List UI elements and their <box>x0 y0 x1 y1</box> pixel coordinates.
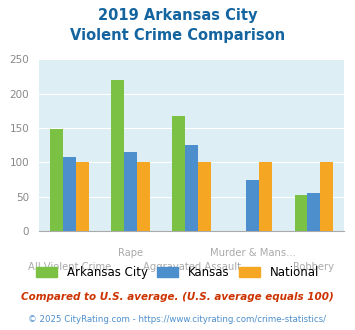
Bar <box>137 162 150 231</box>
Text: Violent Crime Comparison: Violent Crime Comparison <box>70 28 285 43</box>
Bar <box>198 162 211 231</box>
Text: Compared to U.S. average. (U.S. average equals 100): Compared to U.S. average. (U.S. average … <box>21 292 334 302</box>
Bar <box>295 195 307 231</box>
Bar <box>259 162 272 231</box>
Bar <box>320 162 333 231</box>
Text: All Violent Crime: All Violent Crime <box>28 262 111 272</box>
Text: Murder & Mans...: Murder & Mans... <box>210 248 296 258</box>
Text: Aggravated Assault: Aggravated Assault <box>143 262 241 272</box>
Bar <box>124 152 137 231</box>
Text: © 2025 CityRating.com - https://www.cityrating.com/crime-statistics/: © 2025 CityRating.com - https://www.city… <box>28 315 327 324</box>
Bar <box>173 116 185 231</box>
Bar <box>50 129 63 231</box>
Text: Rape: Rape <box>118 248 143 258</box>
Text: 2019 Arkansas City: 2019 Arkansas City <box>98 8 257 23</box>
Bar <box>111 80 124 231</box>
Bar <box>76 162 89 231</box>
Legend: Arkansas City, Kansas, National: Arkansas City, Kansas, National <box>31 262 324 284</box>
Bar <box>307 193 320 231</box>
Bar <box>63 157 76 231</box>
Bar <box>246 180 259 231</box>
Bar <box>185 145 198 231</box>
Text: Robbery: Robbery <box>293 262 334 272</box>
